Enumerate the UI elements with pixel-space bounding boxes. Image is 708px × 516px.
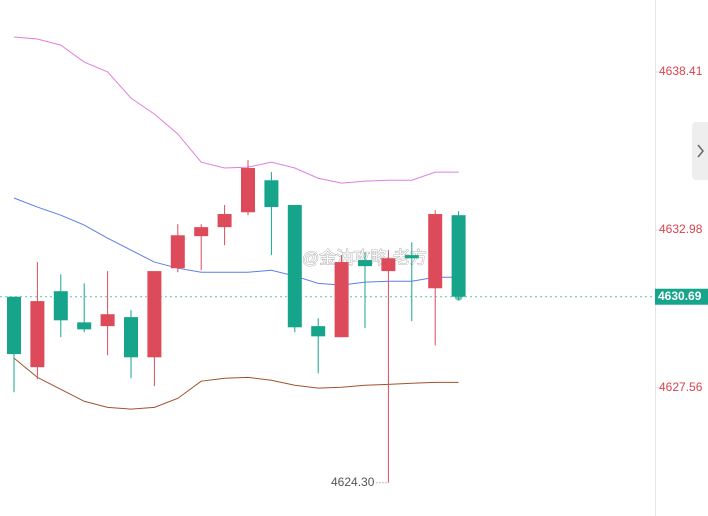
candle-body (77, 322, 92, 330)
collapse-button[interactable] (692, 122, 708, 180)
band-line (13, 36, 459, 184)
candle-body (217, 214, 232, 228)
candle-body (53, 291, 68, 321)
candle-body (124, 317, 138, 358)
candle-body (287, 205, 302, 328)
min-label: 4624.30 (331, 475, 375, 489)
candle-body (264, 180, 279, 208)
collapse-arrow[interactable] (697, 144, 704, 158)
band-line (13, 357, 459, 410)
candle-body (404, 255, 419, 259)
band-line (13, 197, 459, 286)
last-price-tag (655, 288, 708, 305)
candle-body (30, 301, 45, 368)
candle-body (7, 296, 21, 355)
candle-body (194, 227, 209, 237)
candle-body (241, 168, 255, 213)
y-tick-label: 4632.98 (659, 222, 703, 236)
candle-body (170, 235, 185, 269)
last-price-dot (454, 292, 463, 301)
candle-body (147, 271, 162, 358)
candle-body (358, 260, 372, 267)
y-tick-label: 4638.41 (659, 64, 703, 78)
candle-body (100, 314, 115, 327)
candle-body (428, 214, 443, 289)
collapse-button-bg[interactable] (692, 122, 708, 180)
candle-body (451, 215, 466, 297)
candle-body (381, 258, 396, 272)
candle-body (334, 262, 349, 338)
last-price-label: 4630.69 (658, 289, 702, 303)
y-tick-label: 4627.56 (659, 380, 703, 394)
candle-body (311, 326, 326, 337)
watermark: @金油攻略-老方 (302, 248, 427, 267)
